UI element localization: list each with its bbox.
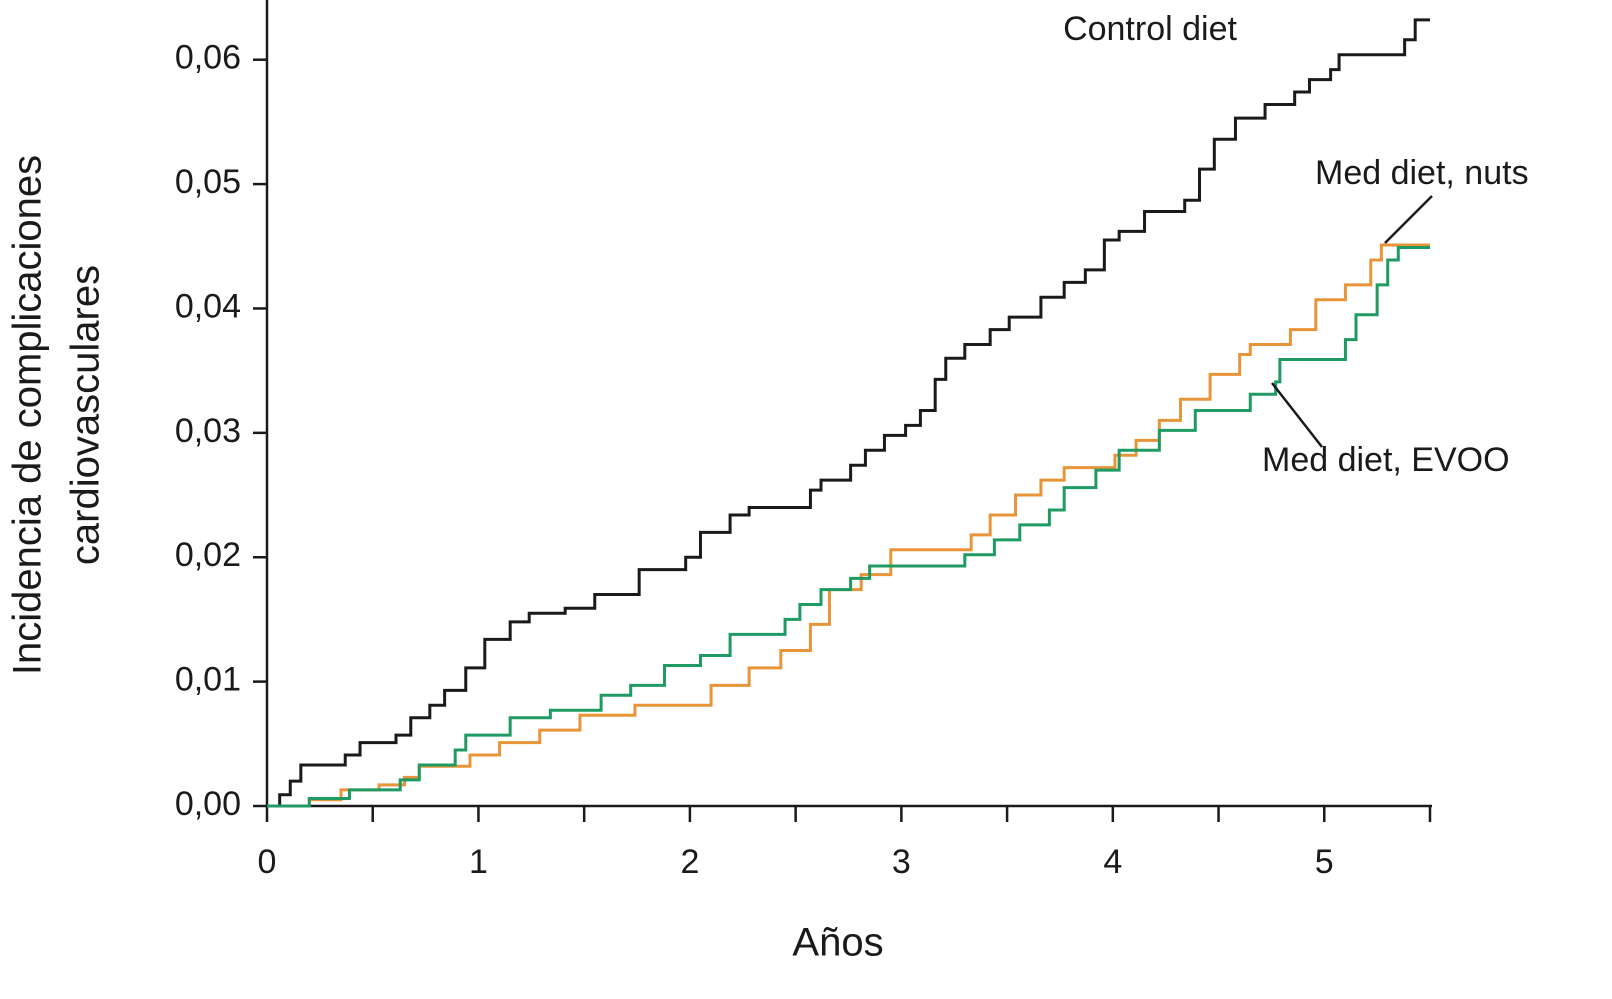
x-tick-label: 3 bbox=[892, 843, 911, 881]
y-tick-label: 0,05 bbox=[175, 163, 241, 201]
y-tick-label: 0,00 bbox=[175, 785, 241, 823]
step-line bbox=[267, 243, 1430, 808]
y-axis-title: Incidencia de complicaciones cardiovascu… bbox=[6, 155, 108, 675]
y-tick-label: 0,06 bbox=[175, 39, 241, 77]
leader-line bbox=[1384, 195, 1433, 244]
x-tick-label: 2 bbox=[680, 843, 699, 881]
x-tick-label: 1 bbox=[469, 843, 488, 881]
x-tick-label: 5 bbox=[1315, 843, 1334, 881]
series-label: Control diet bbox=[1063, 10, 1237, 48]
x-tick-label: 4 bbox=[1103, 843, 1122, 881]
y-tick-label: 0,03 bbox=[175, 412, 241, 450]
y-tick-label: 0,04 bbox=[175, 287, 241, 325]
y-tick-label: 0,02 bbox=[175, 536, 241, 574]
step-line bbox=[267, 246, 1430, 808]
x-tick-label: 0 bbox=[258, 843, 277, 881]
y-axis-title-line: cardiovasculares bbox=[64, 265, 108, 565]
series-label: Med diet, EVOO bbox=[1262, 441, 1510, 479]
leader-line bbox=[1271, 382, 1323, 448]
series-label: Med diet, nuts bbox=[1315, 154, 1529, 192]
x-axis-title: Años bbox=[792, 921, 883, 965]
y-tick-label: 0,01 bbox=[175, 661, 241, 699]
step-line bbox=[267, 18, 1430, 808]
y-axis-title-line: Incidencia de complicaciones bbox=[6, 155, 50, 675]
